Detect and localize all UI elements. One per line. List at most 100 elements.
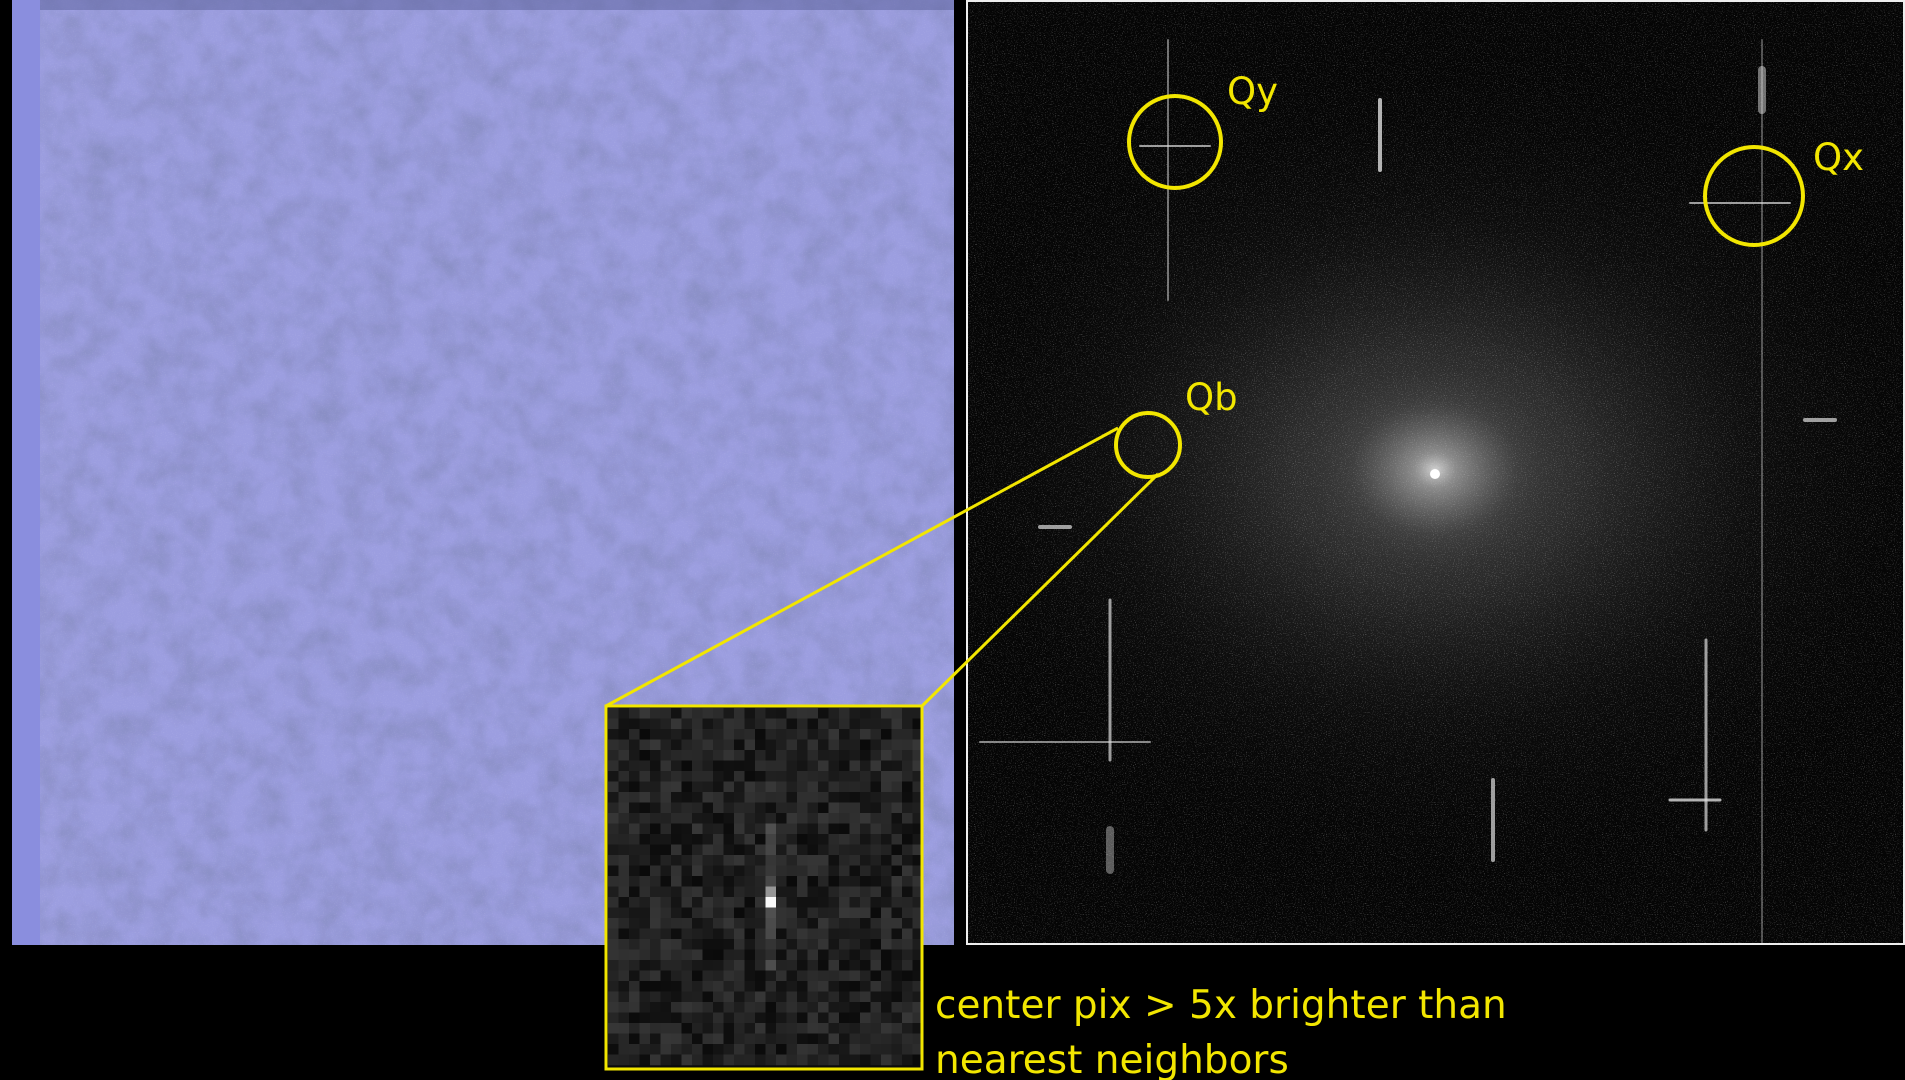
inset-pixel xyxy=(682,960,693,971)
inset-pixel xyxy=(650,887,661,898)
inset-pixel xyxy=(776,929,787,940)
inset-pixel xyxy=(787,855,798,866)
inset-pixel xyxy=(608,1055,619,1066)
inset-pixel xyxy=(797,876,808,887)
inset-pixel xyxy=(860,824,871,835)
inset-pixel xyxy=(640,761,651,772)
inset-pixel xyxy=(713,992,724,1003)
inset-pixel xyxy=(892,803,903,814)
inset-pixel xyxy=(829,1023,840,1034)
inset-pixel xyxy=(766,887,777,898)
inset-pixel xyxy=(818,887,829,898)
inset-pixel xyxy=(881,750,892,761)
inset-pixel xyxy=(650,834,661,845)
inset-pixel xyxy=(850,719,861,730)
inset-pixel xyxy=(818,792,829,803)
inset-pixel xyxy=(745,824,756,835)
inset-pixel xyxy=(608,939,619,950)
inset-pixel xyxy=(892,834,903,845)
inset-pixel xyxy=(671,876,682,887)
inset-pixel xyxy=(850,824,861,835)
inset-pixel xyxy=(745,1002,756,1013)
inset-pixel xyxy=(871,740,882,751)
inset-pixel xyxy=(713,740,724,751)
inset-pixel xyxy=(692,908,703,919)
inset-pixel xyxy=(860,960,871,971)
inset-pixel xyxy=(629,740,640,751)
inset-pixel xyxy=(850,792,861,803)
inset-pixel xyxy=(745,971,756,982)
inset-pixel xyxy=(692,992,703,1003)
inset-pixel xyxy=(608,918,619,929)
inset-pixel xyxy=(766,845,777,856)
inset-pixel xyxy=(650,719,661,730)
inset-pixel xyxy=(776,824,787,835)
inset-pixel xyxy=(881,929,892,940)
inset-pixel xyxy=(703,981,714,992)
inset-pixel xyxy=(829,992,840,1003)
inset-pixel xyxy=(871,1044,882,1055)
inset-pixel xyxy=(661,750,672,761)
inset-pixel xyxy=(881,719,892,730)
inset-pixel xyxy=(713,824,724,835)
inset-pixel xyxy=(734,1055,745,1066)
inset-pixel xyxy=(650,981,661,992)
inset-pixel xyxy=(682,981,693,992)
inset-pixel xyxy=(661,918,672,929)
inset-pixel xyxy=(724,960,735,971)
inset-pixel xyxy=(640,918,651,929)
inset-pixel xyxy=(839,771,850,782)
inset-pixel xyxy=(629,750,640,761)
inset-pixel xyxy=(724,929,735,940)
inset-pixel xyxy=(766,971,777,982)
inset-pixel xyxy=(745,761,756,772)
inset-pixel xyxy=(850,761,861,772)
inset-pixel xyxy=(755,1023,766,1034)
inset-pixel xyxy=(682,908,693,919)
inset-pixel xyxy=(797,771,808,782)
inset-pixel xyxy=(902,950,913,961)
inset-pixel xyxy=(671,929,682,940)
inset-pixel xyxy=(902,960,913,971)
inset-pixel xyxy=(860,834,871,845)
inset-pixel xyxy=(818,908,829,919)
inset-pixel xyxy=(797,1002,808,1013)
inset-pixel xyxy=(650,771,661,782)
inset-pixel xyxy=(829,1044,840,1055)
inset-pixel xyxy=(881,813,892,824)
inset-pixel xyxy=(902,981,913,992)
inset-pixel xyxy=(766,834,777,845)
inset-pixel xyxy=(682,1013,693,1024)
inset-pixel xyxy=(661,708,672,719)
inset-pixel xyxy=(692,897,703,908)
inset-pixel xyxy=(797,740,808,751)
inset-pixel xyxy=(881,897,892,908)
inset-pixel xyxy=(797,792,808,803)
inset-pixel xyxy=(881,834,892,845)
inset-pixel xyxy=(892,897,903,908)
inset-pixel xyxy=(661,1023,672,1034)
inset-pixel xyxy=(776,834,787,845)
inset-pixel xyxy=(881,1023,892,1034)
inset-pixel xyxy=(850,897,861,908)
inset-pixel xyxy=(755,803,766,814)
inset-pixel xyxy=(829,855,840,866)
inset-pixel xyxy=(650,897,661,908)
inset-pixel xyxy=(661,1044,672,1055)
inset-pixel xyxy=(755,855,766,866)
inset-pixel xyxy=(629,950,640,961)
inset-pixel xyxy=(839,866,850,877)
inset-pixel xyxy=(745,708,756,719)
inset-pixel xyxy=(860,866,871,877)
inset-pixel xyxy=(629,782,640,793)
inset-pixel xyxy=(682,813,693,824)
inset-pixel xyxy=(776,939,787,950)
inset-pixel xyxy=(682,782,693,793)
inset-pixel xyxy=(808,1023,819,1034)
inset-pixel xyxy=(808,866,819,877)
inset-pixel xyxy=(629,1034,640,1045)
inset-pixel xyxy=(703,971,714,982)
inset-pixel xyxy=(640,876,651,887)
inset-pixel xyxy=(692,929,703,940)
inset-pixel xyxy=(755,887,766,898)
